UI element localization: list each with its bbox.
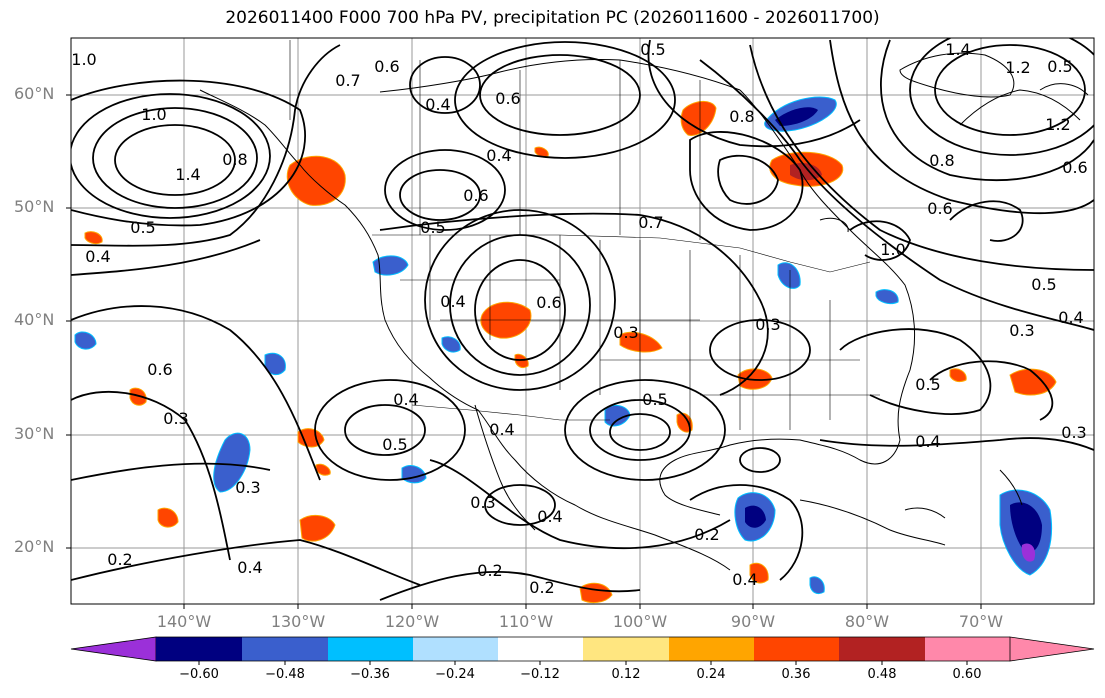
precipitation-shading xyxy=(74,96,1057,604)
contour-label: 0.5 xyxy=(130,218,155,237)
map-title: 2026011400 F000 700 hPa PV, precipitatio… xyxy=(225,8,880,28)
contour-label: 0.6 xyxy=(374,57,399,76)
contour-label: 0.4 xyxy=(537,507,562,526)
contour-label: 0.4 xyxy=(440,292,465,311)
contour-label: 0.4 xyxy=(393,390,418,409)
colorbar-tick-label: −0.36 xyxy=(350,667,390,682)
pv-contours xyxy=(71,38,1094,601)
contour-label: 0.5 xyxy=(1047,57,1072,76)
colorbar-segment xyxy=(498,637,583,661)
contour-label: 0.5 xyxy=(1031,275,1056,294)
colorbar-segment xyxy=(70,636,157,662)
colorbar-tick-label: −0.24 xyxy=(435,667,475,682)
colorbar-segment xyxy=(925,637,1010,661)
contour-label: 0.5 xyxy=(640,40,665,59)
colorbar-segment xyxy=(328,637,413,661)
contour-label: 0.4 xyxy=(489,420,514,439)
contour-label: 1.4 xyxy=(175,165,200,184)
longitude-label: 130°W xyxy=(270,612,326,631)
longitude-label: 140°W xyxy=(156,612,212,631)
contour-label: 0.2 xyxy=(477,561,502,580)
longitude-label: 90°W xyxy=(730,612,776,631)
contour-label: 0.3 xyxy=(613,323,638,342)
colorbar-tick-label: 0.24 xyxy=(696,667,726,682)
contour-label: 0.2 xyxy=(107,550,132,569)
colorbar-tick-label: −0.60 xyxy=(179,667,219,682)
contour-label: 0.5 xyxy=(915,375,940,394)
contour-label: 0.4 xyxy=(915,432,940,451)
colorbar-tick-label: 0.48 xyxy=(867,667,897,682)
colorbar-segment xyxy=(156,637,242,661)
colorbar-segment xyxy=(583,637,669,661)
colorbar xyxy=(70,636,1095,665)
contour-label: 0.6 xyxy=(147,360,172,379)
contour-label: 0.3 xyxy=(163,409,188,428)
contour-label: 0.8 xyxy=(929,151,954,170)
colorbar-segment xyxy=(839,637,925,661)
contour-label: 0.8 xyxy=(222,150,247,169)
contour-label: 0.5 xyxy=(420,218,445,237)
contour-label: 0.2 xyxy=(694,525,719,544)
contour-label: 0.6 xyxy=(1062,158,1087,177)
colorbar-segment xyxy=(413,637,498,661)
colorbar-segment xyxy=(1009,636,1095,662)
longitude-label: 110°W xyxy=(498,612,554,631)
latitude-label: 30°N xyxy=(14,424,55,443)
colorbar-tick-label: 0.60 xyxy=(952,667,982,682)
contour-label: 0.7 xyxy=(638,213,663,232)
longitude-label: 80°W xyxy=(844,612,890,631)
contour-label: 0.6 xyxy=(927,199,952,218)
contour-label: 0.4 xyxy=(85,247,110,266)
contour-label: 0.3 xyxy=(755,315,780,334)
axis-ticks xyxy=(66,94,982,609)
colorbar-tick-label: −0.12 xyxy=(520,667,560,682)
latitude-label: 60°N xyxy=(14,84,55,103)
contour-label: 0.3 xyxy=(1009,321,1034,340)
contour-label: 1.2 xyxy=(1005,58,1030,77)
colorbar-segment xyxy=(669,637,754,661)
contour-label: 0.6 xyxy=(536,293,561,312)
contour-label: 1.0 xyxy=(880,240,905,259)
graticule xyxy=(71,38,1094,604)
longitude-label: 70°W xyxy=(958,612,1004,631)
contour-label: 0.8 xyxy=(729,107,754,126)
contour-label: 0.2 xyxy=(529,578,554,597)
contour-label: 0.3 xyxy=(1061,423,1086,442)
contour-label: 0.5 xyxy=(382,435,407,454)
contour-label: 0.4 xyxy=(486,146,511,165)
colorbar-tick-label: 0.36 xyxy=(781,667,811,682)
contour-label: 0.4 xyxy=(1058,308,1083,327)
contour-label: 0.6 xyxy=(463,186,488,205)
latitude-label: 50°N xyxy=(14,197,55,216)
colorbar-segment xyxy=(754,637,839,661)
contour-label: 1.0 xyxy=(71,50,96,69)
contour-label: 1.4 xyxy=(945,40,970,59)
latitude-label: 40°N xyxy=(14,310,55,329)
longitude-label: 100°W xyxy=(612,612,668,631)
contour-label: 1.2 xyxy=(1045,115,1070,134)
contour-label: 0.6 xyxy=(495,89,520,108)
colorbar-segment xyxy=(242,637,328,661)
contour-label: 0.4 xyxy=(425,95,450,114)
contour-label: 1.0 xyxy=(141,105,166,124)
colorbar-tick-label: −0.48 xyxy=(265,667,305,682)
longitude-label: 120°W xyxy=(384,612,440,631)
contour-labels: 1.0 0.6 0.7 0.5 0.4 0.6 0.8 1.2 1.4 0.5 … xyxy=(71,40,1087,597)
contour-label: 0.5 xyxy=(642,390,667,409)
contour-label: 0.4 xyxy=(237,558,262,577)
latitude-label: 20°N xyxy=(14,537,55,556)
contour-label: 0.3 xyxy=(235,478,260,497)
contour-label: 0.4 xyxy=(732,570,757,589)
contour-label: 0.3 xyxy=(470,493,495,512)
contour-label: 0.7 xyxy=(335,71,360,90)
colorbar-tick-label: 0.12 xyxy=(611,667,641,682)
